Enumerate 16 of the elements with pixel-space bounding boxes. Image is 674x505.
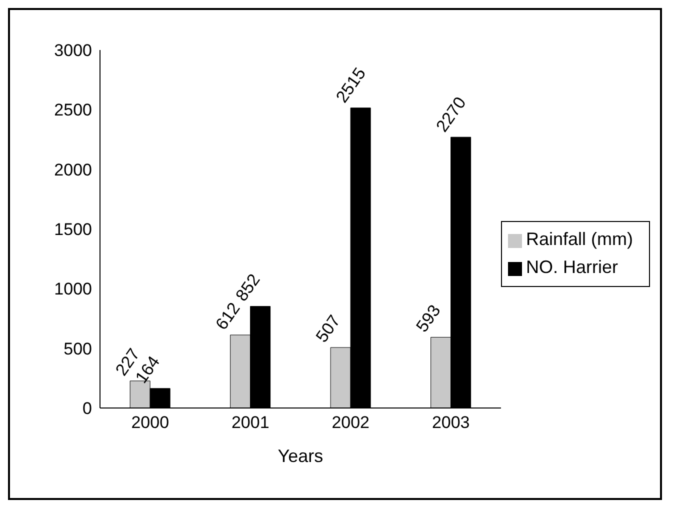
x-axis-title: Years: [278, 446, 324, 466]
y-tick-label: 1500: [54, 220, 92, 240]
y-tick-label: 1000: [54, 280, 92, 299]
x-tick-label: 2003: [432, 413, 470, 432]
data-label: 593: [412, 301, 444, 336]
data-label: 507: [312, 312, 344, 346]
y-tick-label: 2500: [54, 100, 92, 120]
y-tick-label: 3000: [54, 41, 92, 60]
y-tick-label: 500: [64, 339, 92, 358]
x-tick-label: 2001: [231, 413, 270, 432]
x-tick-label: 2000: [131, 413, 170, 432]
x-tick-label: 2002: [332, 413, 370, 432]
y-tick-label: 2000: [54, 160, 92, 180]
legend-label: Rainfall (mm): [526, 229, 633, 249]
y-tick-label: 0: [82, 399, 92, 418]
legend-label: NO. Harrier: [526, 257, 618, 277]
